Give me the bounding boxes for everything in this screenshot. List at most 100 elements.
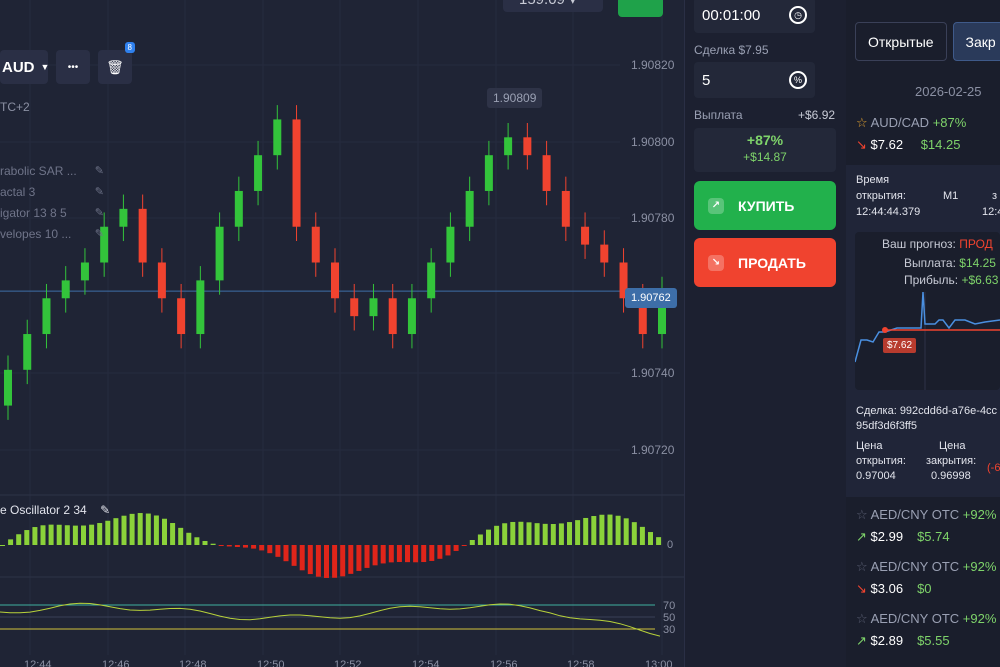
history-item[interactable]: ☆ AED/CNY OTC +92% ↘ $3.06 $0	[846, 559, 1000, 597]
oscillator-bar	[526, 522, 532, 545]
history-item[interactable]: ☆ AED/CNY OTC +92% ↗ $2.89 $5.55	[846, 611, 1000, 649]
indicator-label: actal 3	[0, 184, 36, 199]
deal-id: Сделка: 992cdd6d-a76e-4cc	[856, 405, 998, 417]
asset-selector[interactable]: AUD ▼	[0, 50, 49, 84]
indicator-item[interactable]: actal 3 ✎	[0, 181, 104, 202]
active-trade-item[interactable]: ☆ AUD/CAD +87% ↘ $7.62 $14.25	[846, 115, 1000, 153]
trade-amount: $7.62	[870, 137, 904, 152]
history-payout: $5.74	[917, 529, 950, 544]
sell-label: ПРОДАТЬ	[738, 254, 806, 271]
tab-closed[interactable]: Закр	[952, 22, 1000, 61]
more-button[interactable]: •••	[56, 50, 90, 84]
oscillator-bar	[348, 545, 354, 574]
deposit-button[interactable]	[618, 0, 663, 17]
oscillator-bar	[251, 545, 257, 549]
star-icon[interactable]: ☆	[856, 559, 868, 574]
rsi-line	[0, 602, 661, 637]
oscillator-bar	[656, 537, 662, 545]
oscillator-bar	[72, 525, 78, 545]
timezone-label: TC+2	[0, 100, 30, 114]
oscillator-bar	[194, 537, 200, 545]
deal-id-cont: 95df3d6f3ff5	[856, 420, 917, 432]
arrow-down-icon: ↘	[856, 137, 867, 152]
oscillator-bar	[380, 545, 386, 564]
osc-zero-label: 0	[667, 539, 674, 551]
time-label: Время	[856, 174, 890, 186]
star-icon[interactable]: ☆	[856, 611, 868, 626]
oscillator-bar	[332, 545, 338, 578]
history-amount: $2.99	[870, 529, 904, 544]
oscillator-bar	[623, 518, 629, 545]
pencil-icon[interactable]: ✎	[94, 186, 104, 198]
open-price-label: открытия:	[856, 455, 906, 467]
oscillator-bar	[186, 532, 192, 545]
oscillator-bar	[324, 545, 329, 578]
forecast-row: Ваш прогноз: ПРОД	[882, 237, 993, 251]
more-icon: •••	[67, 61, 79, 73]
buy-button[interactable]: ↗ КУПИТЬ	[694, 181, 836, 230]
price-chart[interactable]: 159.09 ▾ AUD ▼ ••• 🗑 8 TC+2 rabolic SAR …	[0, 0, 684, 667]
trades-date: 2026-02-25	[915, 84, 982, 99]
tab-open[interactable]: Открытые	[855, 22, 947, 61]
open-time-label: открытия:	[856, 190, 906, 202]
expiry-time-field[interactable]: 00:01:00 ◷	[694, 0, 815, 33]
sell-button[interactable]: ↘ ПРОДАТЬ	[694, 238, 836, 287]
candle-body	[638, 298, 647, 335]
expiry-chip[interactable]: 159.09 ▾	[503, 0, 603, 12]
time-tick: 12:52	[334, 659, 362, 667]
oscillator-bar	[558, 523, 564, 545]
time-tick: 12:50	[257, 659, 285, 667]
forecast-label: Ваш прогноз:	[882, 237, 956, 251]
oscillator-bar	[437, 545, 443, 559]
price-tick: 1.90800	[631, 135, 675, 149]
indicator-item[interactable]: rabolic SAR ... ✎	[0, 160, 104, 181]
rsi-level-50: 50	[663, 612, 676, 624]
price-tick: 1.90720	[631, 443, 675, 457]
clock-icon[interactable]: ◷	[789, 6, 807, 24]
amount-field[interactable]: 5 %	[694, 62, 815, 98]
oscillator-bar	[494, 525, 500, 545]
indicator-item[interactable]: igator 13 8 5 ✎	[0, 202, 104, 223]
oscillator-bar	[648, 532, 653, 545]
history-item[interactable]: ☆ AED/CNY OTC +92% ↗ $2.99 $5.74	[846, 507, 1000, 545]
pencil-icon[interactable]: ✎	[94, 207, 104, 219]
current-price-label: 1.90762	[625, 288, 677, 308]
candle-body	[350, 298, 359, 317]
pencil-icon[interactable]: ✎	[100, 503, 111, 517]
oscillator-bar	[202, 540, 208, 545]
oscillator-bar	[340, 545, 346, 577]
history-amount: $2.89	[870, 633, 904, 648]
trash-icon: 🗑	[106, 58, 124, 75]
candle-body	[157, 262, 166, 299]
close-price-value: 0.96998	[931, 470, 971, 482]
candle-body	[311, 226, 320, 263]
pencil-icon[interactable]: ✎	[94, 165, 104, 177]
indicator-item[interactable]: velopes 10 ... ✎	[0, 223, 104, 244]
candle-body	[600, 244, 609, 263]
profit-row: Прибыль: +$6.63	[904, 273, 998, 287]
oscillator-bar	[210, 543, 216, 545]
star-icon[interactable]: ☆	[856, 115, 868, 130]
amount-label: Сделка $7.95	[694, 43, 769, 57]
oscillator-bar	[275, 545, 281, 557]
pencil-icon[interactable]: ✎	[94, 228, 104, 240]
time-tick: 12:48	[179, 659, 207, 667]
oscillator-bar	[607, 514, 613, 545]
oscillator-bar	[234, 545, 240, 548]
oscillator-bar	[583, 517, 589, 545]
percent-icon[interactable]: %	[789, 71, 807, 89]
oscillator-bar	[162, 518, 167, 545]
time-tick: 12:56	[490, 659, 518, 667]
indicator-label: velopes 10 ...	[0, 226, 72, 241]
price-tick: 1.90820	[631, 58, 675, 72]
candle-body	[42, 298, 51, 335]
delete-drawings-button[interactable]: 🗑 8	[98, 42, 135, 84]
time-tick: 12:44	[24, 659, 52, 667]
open-price-value: 0.97004	[856, 470, 896, 482]
oscillator-bar	[469, 539, 475, 545]
trade-detail-card: Время открытия: M1 з 12:44:44.379 12:4 В…	[846, 165, 1000, 497]
history-pair: AED/CNY OTC	[870, 507, 960, 522]
oscillator-bar	[550, 524, 556, 545]
star-icon[interactable]: ☆	[856, 507, 868, 522]
oscillator-bar	[510, 521, 516, 545]
